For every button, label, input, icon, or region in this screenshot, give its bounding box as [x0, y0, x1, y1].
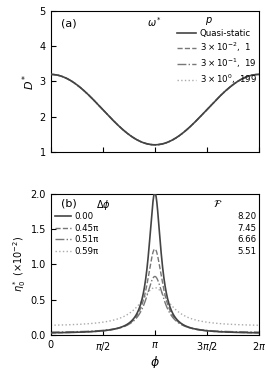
- Text: $\Delta\phi$: $\Delta\phi$: [96, 198, 111, 212]
- Text: $\mathcal{F}$: $\mathcal{F}$: [213, 198, 222, 209]
- Text: (b): (b): [61, 198, 77, 208]
- Text: (a): (a): [61, 18, 77, 28]
- X-axis label: $\phi$: $\phi$: [150, 354, 160, 368]
- Text: $p$: $p$: [205, 15, 213, 27]
- Y-axis label: $\eta_0^*\ (\times10^{-2})$: $\eta_0^*\ (\times10^{-2})$: [11, 237, 28, 293]
- Legend: 8.20, 7.45, 6.66, 5.51: 8.20, 7.45, 6.66, 5.51: [236, 212, 257, 256]
- Y-axis label: $D^*$: $D^*$: [20, 73, 37, 90]
- Legend: Quasi-static, $3\times10^{-2}$,  1, $3\times10^{-1}$,  19, $3\times10^{0}$,  199: Quasi-static, $3\times10^{-2}$, 1, $3\ti…: [177, 29, 257, 86]
- Text: $\omega^*$: $\omega^*$: [147, 15, 162, 29]
